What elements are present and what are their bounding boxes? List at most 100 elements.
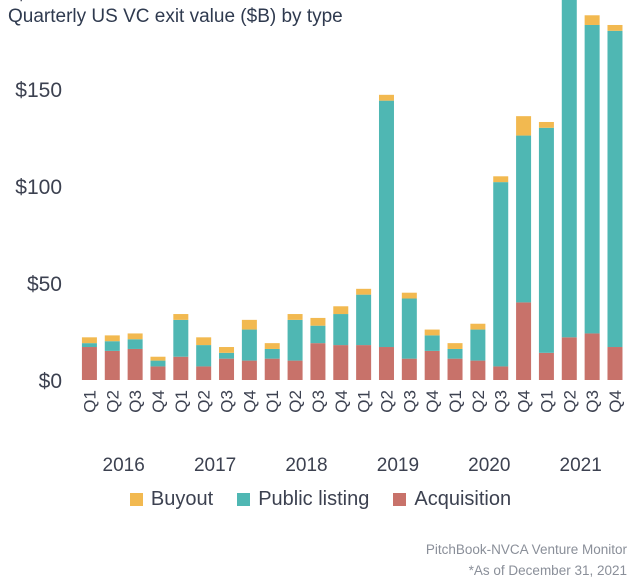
stacked-bar-chart: $0$50$100$150$200$250$300 Q1Q2Q3Q4Q1Q2Q3… bbox=[15, 0, 625, 476]
bar-segment-buyout bbox=[607, 24, 623, 31]
bar-segment-acquisition bbox=[173, 356, 189, 380]
bar-segment-acquisition bbox=[516, 302, 532, 380]
bar-segment-public-listing bbox=[241, 329, 257, 361]
bar-segment-acquisition bbox=[493, 366, 509, 380]
y-axis: $0$50$100$150$200$250$300 bbox=[15, 0, 62, 393]
bar-segment-acquisition bbox=[401, 358, 417, 380]
bar-segment-public-listing bbox=[538, 127, 554, 353]
bar-segment-acquisition bbox=[356, 345, 372, 380]
bar-segment-public-listing bbox=[378, 100, 394, 348]
bar-segment-acquisition bbox=[538, 352, 554, 380]
legend-item-public-listing: Public listing bbox=[237, 488, 369, 511]
bar-segment-buyout bbox=[378, 94, 394, 101]
bar-segment-acquisition bbox=[584, 333, 600, 380]
bar-segment-acquisition bbox=[470, 360, 486, 380]
bar-segment-public-listing bbox=[584, 24, 600, 334]
x-tick-label: Q4 bbox=[515, 390, 534, 413]
y-tick-label: $50 bbox=[27, 273, 62, 296]
bar-segment-buyout bbox=[538, 121, 554, 128]
x-tick-label: Q3 bbox=[492, 390, 511, 413]
bar-segment-public-listing bbox=[150, 360, 166, 367]
legend-label-acquisition: Acquisition bbox=[414, 488, 512, 510]
x-tick-label: Q1 bbox=[537, 390, 556, 413]
bar-segment-buyout bbox=[356, 288, 372, 295]
bar-segment-acquisition bbox=[378, 347, 394, 380]
acquisition-swatch bbox=[393, 493, 407, 506]
bar-segment-acquisition bbox=[150, 366, 166, 380]
bar-segment-public-listing bbox=[287, 319, 303, 361]
bar-segment-acquisition bbox=[333, 345, 349, 380]
bar-segment-acquisition bbox=[287, 360, 303, 380]
bar-segment-public-listing bbox=[173, 319, 189, 357]
x-tick-label: Q2 bbox=[195, 390, 214, 413]
bar-segment-buyout bbox=[401, 292, 417, 299]
bar-segment-public-listing bbox=[333, 314, 349, 346]
x-tick-label: Q3 bbox=[126, 390, 145, 413]
bar-segment-buyout bbox=[150, 356, 166, 361]
x-tick-label: Q2 bbox=[469, 390, 488, 413]
bar-segment-acquisition bbox=[241, 360, 257, 380]
legend-item-buyout: Buyout bbox=[129, 488, 214, 511]
bar-segment-acquisition bbox=[104, 350, 120, 380]
y-tick-label: $150 bbox=[15, 79, 62, 102]
bar-segment-buyout bbox=[470, 323, 486, 330]
y-tick-label: $0 bbox=[39, 370, 62, 393]
bar-segment-acquisition bbox=[424, 350, 440, 380]
y-tick-label: $100 bbox=[15, 176, 62, 199]
chart-title: Quarterly US VC exit value ($B) by type bbox=[8, 6, 343, 27]
bar-segment-acquisition bbox=[127, 348, 143, 380]
x-tick-label: Q1 bbox=[263, 390, 282, 413]
bar-segment-public-listing bbox=[516, 135, 532, 303]
bar-segment-buyout bbox=[173, 314, 189, 320]
x-tick-label: Q4 bbox=[240, 390, 259, 413]
x-tick-label: Q4 bbox=[606, 390, 625, 413]
bar-segment-acquisition bbox=[81, 347, 97, 380]
bar-segment-acquisition bbox=[607, 347, 623, 380]
bar-segment-buyout bbox=[310, 317, 326, 326]
bars bbox=[81, 0, 623, 380]
year-label: 2021 bbox=[560, 455, 602, 476]
bar-segment-buyout bbox=[241, 319, 257, 330]
x-tick-label: Q2 bbox=[286, 390, 305, 413]
x-tick-label: Q3 bbox=[400, 390, 419, 413]
x-axis: Q1 Q2 Q3 Q4 Q1 Q2 Q3 Q4 Q1 Q2 Q3 Q4 Q1 Q2 Q3 Q4 Q1 Q2 Q3 Q4… bbox=[80, 390, 625, 413]
bar-segment-public-listing bbox=[561, 0, 577, 338]
x-tick-label: Q1 bbox=[80, 390, 99, 413]
bar-segment-acquisition bbox=[196, 366, 212, 380]
bar-segment-public-listing bbox=[219, 352, 235, 359]
as-of-note: *As of December 31, 2021 bbox=[468, 563, 627, 578]
x-tick-label: Q3 bbox=[218, 390, 237, 413]
x-tick-label: Q4 bbox=[423, 390, 442, 413]
legend-label-buyout: Buyout bbox=[150, 488, 214, 510]
bar-segment-acquisition bbox=[447, 358, 463, 380]
year-label: 2020 bbox=[468, 455, 510, 476]
x-tick-label: Q3 bbox=[309, 390, 328, 413]
bar-segment-public-listing bbox=[470, 329, 486, 361]
x-tick-label: Q1 bbox=[446, 390, 465, 413]
x-tick-label: Q1 bbox=[355, 390, 374, 413]
x-tick-label: Q2 bbox=[560, 390, 579, 413]
bar-segment-public-listing bbox=[310, 325, 326, 344]
public-listing-swatch bbox=[237, 493, 251, 506]
bar-segment-public-listing bbox=[401, 298, 417, 359]
year-label: 2018 bbox=[285, 455, 327, 476]
bar-segment-public-listing bbox=[607, 30, 623, 348]
bar-segment-buyout bbox=[196, 337, 212, 346]
x-tick-label: Q3 bbox=[583, 390, 602, 413]
year-label: 2019 bbox=[377, 455, 419, 476]
bar-segment-buyout bbox=[333, 306, 349, 315]
bar-segment-public-listing bbox=[447, 348, 463, 359]
bar-segment-public-listing bbox=[493, 182, 509, 367]
bar-segment-buyout bbox=[424, 329, 440, 336]
bar-segment-public-listing bbox=[127, 339, 143, 349]
legend: Buyout Public listing Acquisition bbox=[0, 488, 641, 511]
bar-segment-buyout bbox=[447, 343, 463, 349]
bar-segment-buyout bbox=[127, 333, 143, 340]
bar-segment-public-listing bbox=[424, 335, 440, 351]
bar-segment-buyout bbox=[104, 335, 120, 342]
bar-segment-buyout bbox=[516, 116, 532, 136]
bar-segment-acquisition bbox=[264, 358, 280, 380]
year-label: 2016 bbox=[103, 455, 145, 476]
bar-segment-buyout bbox=[81, 337, 97, 344]
bar-segment-public-listing bbox=[104, 341, 120, 351]
